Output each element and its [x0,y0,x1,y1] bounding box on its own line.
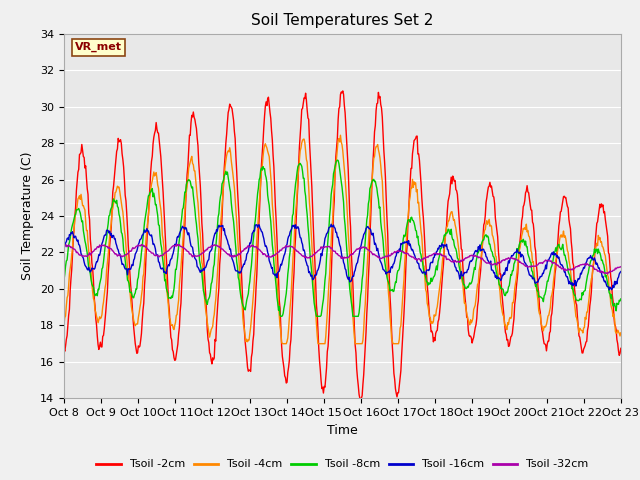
Tsoil -8cm [60,277,68,283]
Tsoil -32cm [127,248,135,254]
Tsoil -16cm [127,264,135,270]
Text: VR_met: VR_met [75,42,122,52]
Tsoil -16cm [70,235,78,240]
Tsoil -4cm [279,341,287,347]
Tsoil -4cm [184,175,192,181]
Tsoil -4cm [70,227,78,232]
Tsoil -8cm [617,296,625,302]
Title: Soil Temperatures Set 2: Soil Temperatures Set 2 [252,13,433,28]
Tsoil -32cm [214,244,222,250]
Tsoil -8cm [333,157,341,163]
Tsoil -16cm [184,232,192,238]
Tsoil -8cm [184,178,192,183]
Tsoil -16cm [411,253,419,259]
Tsoil -2cm [70,226,78,232]
Tsoil -4cm [214,272,221,278]
Tsoil -4cm [337,132,344,138]
Tsoil -16cm [60,244,68,250]
Tsoil -16cm [327,221,335,227]
Tsoil -8cm [70,216,78,222]
Tsoil -2cm [356,396,364,401]
Tsoil -32cm [70,246,78,252]
Tsoil -8cm [214,225,221,231]
Tsoil -2cm [127,290,135,296]
Tsoil -16cm [214,228,221,234]
Tsoil -2cm [412,136,419,142]
Tsoil -32cm [617,264,625,270]
Tsoil -4cm [60,322,68,327]
Line: Tsoil -16cm: Tsoil -16cm [64,224,621,290]
Tsoil -32cm [185,249,193,255]
X-axis label: Time: Time [327,424,358,437]
Tsoil -16cm [617,269,625,275]
Tsoil -32cm [604,271,611,277]
Tsoil -2cm [214,307,221,312]
Tsoil -8cm [277,313,285,319]
Tsoil -2cm [617,346,625,351]
Tsoil -2cm [339,88,347,94]
Tsoil -32cm [428,253,435,259]
Line: Tsoil -32cm: Tsoil -32cm [64,244,621,274]
Tsoil -32cm [60,241,68,247]
Tsoil -4cm [412,180,419,186]
Tsoil -8cm [412,228,419,233]
Tsoil -16cm [428,259,435,265]
Y-axis label: Soil Temperature (C): Soil Temperature (C) [22,152,35,280]
Line: Tsoil -2cm: Tsoil -2cm [64,91,621,398]
Line: Tsoil -8cm: Tsoil -8cm [64,160,621,316]
Tsoil -32cm [411,256,419,262]
Tsoil -8cm [428,278,436,284]
Tsoil -4cm [428,319,436,324]
Tsoil -4cm [127,304,135,310]
Tsoil -2cm [428,328,436,334]
Tsoil -2cm [60,345,68,350]
Tsoil -2cm [184,163,192,169]
Tsoil -32cm [173,241,181,247]
Tsoil -16cm [605,287,613,293]
Legend: Tsoil -2cm, Tsoil -4cm, Tsoil -8cm, Tsoil -16cm, Tsoil -32cm: Tsoil -2cm, Tsoil -4cm, Tsoil -8cm, Tsoi… [92,455,593,474]
Line: Tsoil -4cm: Tsoil -4cm [64,135,621,344]
Tsoil -8cm [127,289,135,295]
Tsoil -4cm [617,330,625,336]
